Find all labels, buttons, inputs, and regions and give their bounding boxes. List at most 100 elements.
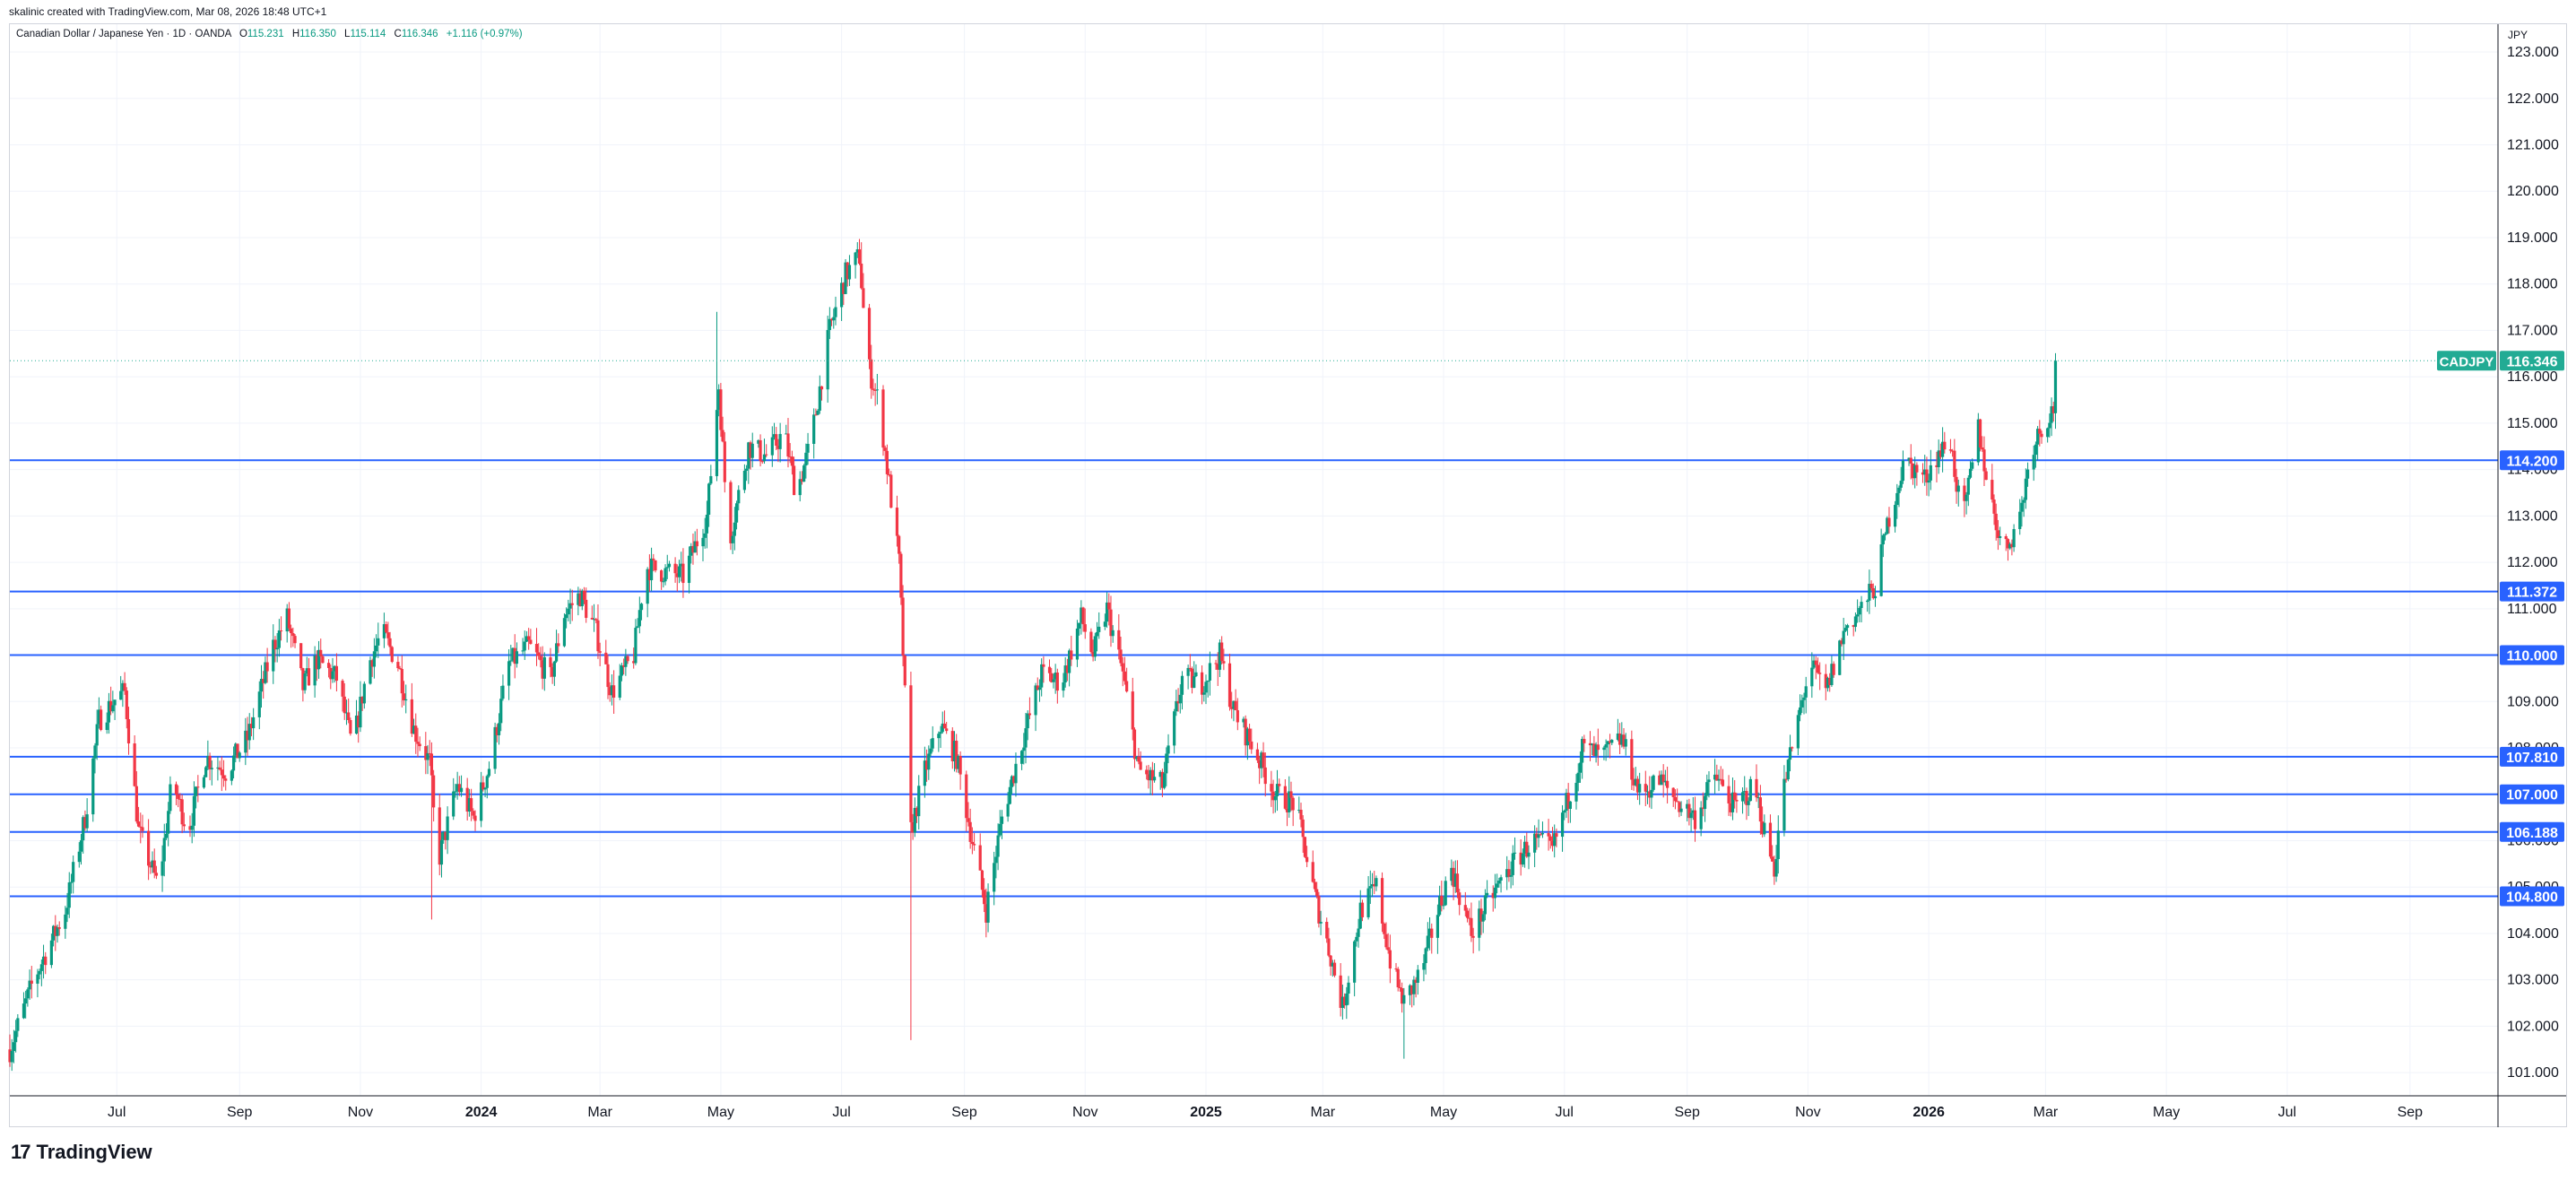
candle-body bbox=[785, 433, 788, 435]
candle-body bbox=[1994, 513, 1998, 531]
candle-body bbox=[1414, 979, 1418, 983]
candle-body bbox=[1907, 457, 1911, 461]
candle-body bbox=[192, 795, 195, 826]
candle-body bbox=[978, 845, 982, 871]
candle-body bbox=[647, 569, 651, 581]
candle-body bbox=[133, 743, 136, 786]
candle-body bbox=[1782, 778, 1786, 831]
candle-body bbox=[396, 662, 400, 669]
candle-body bbox=[1373, 883, 1376, 887]
candle-body bbox=[221, 775, 226, 779]
candle-body bbox=[1278, 784, 1281, 786]
candle-body bbox=[847, 265, 852, 280]
candle-body bbox=[1260, 752, 1263, 769]
candle-body bbox=[695, 541, 698, 547]
candle-body bbox=[359, 696, 362, 728]
candle-body bbox=[473, 815, 477, 821]
candle-body bbox=[983, 890, 986, 905]
candle-body bbox=[1976, 419, 1980, 463]
candle-body bbox=[113, 699, 117, 706]
candle-body bbox=[1550, 840, 1555, 847]
y-tick-label: 113.000 bbox=[2507, 508, 2558, 524]
candle-body bbox=[1679, 808, 1683, 812]
candle-body bbox=[772, 434, 776, 438]
candle-body bbox=[202, 777, 206, 788]
candle-body bbox=[1730, 792, 1735, 812]
candle-body bbox=[1036, 685, 1039, 690]
candle-body bbox=[950, 731, 954, 761]
candle-body bbox=[319, 649, 323, 656]
candle-body bbox=[1755, 778, 1758, 798]
candle-body bbox=[169, 784, 172, 812]
level-price-badge bbox=[2500, 746, 2564, 767]
candle-body bbox=[95, 724, 99, 746]
candle-body bbox=[895, 508, 899, 536]
candle-body bbox=[1355, 936, 1358, 942]
x-tick-label: Sep bbox=[2398, 1105, 2424, 1120]
candle-body bbox=[828, 318, 831, 331]
candle-body bbox=[1634, 778, 1637, 786]
candle-body bbox=[326, 663, 331, 668]
candle-body bbox=[1699, 807, 1703, 829]
y-tick-label: 120.000 bbox=[2507, 184, 2559, 199]
candle-body bbox=[639, 604, 644, 611]
candle-body bbox=[798, 479, 802, 496]
candle-body bbox=[662, 581, 665, 583]
candle-body bbox=[1010, 776, 1014, 787]
candle-body bbox=[12, 1042, 16, 1052]
candle-body bbox=[862, 288, 865, 308]
candle-body bbox=[1216, 664, 1219, 670]
candle-body bbox=[1786, 760, 1790, 780]
candle-body bbox=[54, 925, 57, 936]
candle-body bbox=[1070, 650, 1073, 660]
candle-body bbox=[1054, 672, 1057, 680]
tradingview-logo[interactable]: 17 TradingView bbox=[11, 1141, 152, 1164]
candle-body bbox=[1444, 881, 1447, 906]
candle-body bbox=[1022, 747, 1026, 751]
candle-body bbox=[1347, 982, 1350, 994]
candle-body bbox=[1671, 787, 1675, 797]
candle-body bbox=[1491, 892, 1495, 899]
candle-body bbox=[690, 545, 693, 556]
candle-body bbox=[840, 282, 844, 308]
candle-body bbox=[765, 454, 768, 456]
candle-body bbox=[382, 624, 386, 638]
candle-body bbox=[1329, 955, 1332, 967]
candle-body bbox=[1719, 778, 1722, 780]
candle-body bbox=[1262, 752, 1265, 768]
candle-body bbox=[721, 430, 724, 442]
candle-body bbox=[1303, 837, 1307, 857]
y-tick-label: 101.000 bbox=[2507, 1065, 2559, 1081]
candle-body bbox=[770, 437, 774, 456]
candle-body bbox=[1109, 609, 1113, 637]
candle-body bbox=[57, 927, 61, 929]
candle-body bbox=[994, 856, 998, 864]
y-tick-label: 117.000 bbox=[2507, 323, 2558, 338]
candle-body bbox=[664, 568, 667, 582]
candle-body bbox=[1220, 642, 1224, 662]
candle-body bbox=[931, 738, 934, 749]
candle-body bbox=[41, 956, 46, 965]
candle-body bbox=[1360, 902, 1365, 917]
candle-body bbox=[1345, 993, 1349, 1006]
candle-body bbox=[334, 665, 339, 682]
candle-body bbox=[174, 784, 178, 795]
candle-body bbox=[818, 386, 821, 411]
candle-body bbox=[2012, 528, 2016, 548]
low-label: L bbox=[344, 29, 351, 39]
candle-body bbox=[744, 468, 749, 471]
candle-body bbox=[596, 620, 600, 652]
candle-body bbox=[800, 479, 804, 482]
last-price-badge bbox=[2500, 351, 2564, 371]
candle-body bbox=[313, 656, 317, 686]
candles bbox=[8, 239, 2058, 1072]
candle-body bbox=[549, 656, 552, 667]
candle-body bbox=[1832, 664, 1835, 675]
candle-body bbox=[472, 811, 475, 816]
candle-body bbox=[1401, 987, 1404, 1004]
candle-body bbox=[1901, 460, 1905, 482]
candle-body bbox=[554, 643, 559, 662]
candle-body bbox=[998, 823, 1002, 836]
candle-body bbox=[1163, 773, 1167, 788]
